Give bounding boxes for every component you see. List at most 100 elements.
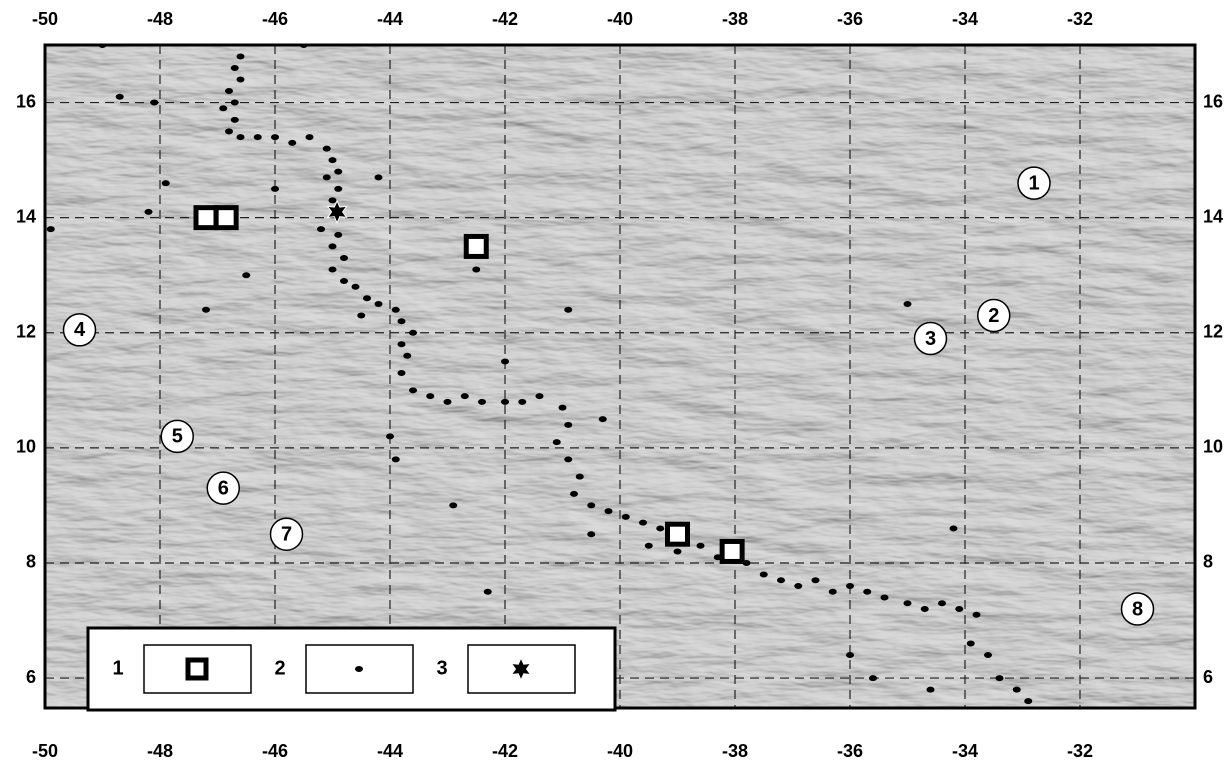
dot-marker (576, 474, 584, 480)
dot-marker (501, 359, 509, 365)
dot-marker (564, 307, 572, 313)
dot-marker (288, 140, 296, 146)
y-tick-label: 16 (1203, 91, 1223, 111)
dot-marker (564, 456, 572, 462)
dot-marker (984, 652, 992, 658)
dot-marker (334, 186, 342, 192)
dot-marker (145, 209, 153, 215)
dot-marker (1036, 715, 1044, 721)
legend-label: 1 (112, 657, 123, 679)
map-figure: 12345678 123 -50-50-48-48-46-46-44-44-42… (0, 0, 1229, 767)
dot-marker (202, 307, 210, 313)
dot-marker (254, 134, 262, 140)
dot-marker (927, 687, 935, 693)
region-label: 6 (218, 477, 229, 499)
dot-marker (973, 612, 981, 618)
dot-marker (271, 186, 279, 192)
dot-marker (484, 589, 492, 595)
dot-marker (340, 255, 348, 261)
x-tick-label: -34 (952, 9, 978, 29)
dot-marker (323, 146, 331, 152)
dot-marker (334, 169, 342, 175)
y-tick-label: 8 (26, 552, 36, 572)
dot-marker (334, 232, 342, 238)
y-tick-label: 16 (16, 91, 36, 111)
dot-marker (323, 174, 331, 180)
y-tick-label: 14 (16, 206, 36, 226)
region-label: 8 (1132, 598, 1143, 620)
dot-marker (329, 266, 337, 272)
dot-marker (237, 77, 245, 83)
dot-marker (340, 278, 348, 284)
dot-marker (398, 341, 406, 347)
dot-marker (760, 571, 768, 577)
dot-marker (426, 393, 434, 399)
dot-marker (392, 456, 400, 462)
dot-marker (881, 595, 889, 601)
dot-marker (47, 226, 55, 232)
dot-marker (219, 105, 227, 111)
dot-marker (605, 508, 613, 514)
dot-marker (375, 301, 383, 307)
dot-marker (1013, 687, 1021, 693)
x-tick-label: -42 (492, 9, 518, 29)
dot-marker (846, 652, 854, 658)
x-tick-label: -32 (1067, 741, 1093, 761)
dot-marker (375, 174, 383, 180)
dot-marker (518, 399, 526, 405)
region-label: 3 (925, 328, 936, 350)
dot-marker (501, 399, 509, 405)
dot-marker (225, 88, 233, 94)
y-tick-label: 10 (1203, 437, 1223, 457)
dot-marker (225, 128, 233, 134)
square-marker (722, 541, 742, 561)
dot-marker (352, 284, 360, 290)
dot-marker (449, 502, 457, 508)
dot-marker (150, 100, 158, 106)
x-tick-label: -50 (32, 741, 58, 761)
region-label: 7 (281, 523, 292, 545)
dot-marker (955, 606, 963, 612)
square-marker (466, 236, 486, 256)
dot-marker (409, 330, 417, 336)
dot-marker (398, 318, 406, 324)
dot-marker (317, 226, 325, 232)
dot-marker (162, 180, 170, 186)
region-label: 4 (74, 319, 86, 341)
dot-marker (329, 197, 337, 203)
y-tick-label: 12 (16, 322, 36, 342)
dot-marker (812, 577, 820, 583)
square-marker (188, 660, 206, 678)
dot-marker (398, 370, 406, 376)
x-tick-label: -38 (722, 9, 748, 29)
square-marker (668, 524, 688, 544)
dot-marker (472, 266, 480, 272)
dot-marker (829, 589, 837, 595)
dot-marker (656, 525, 664, 531)
dot-marker (386, 433, 394, 439)
dot-marker (231, 117, 239, 123)
dot-marker (237, 134, 245, 140)
x-tick-label: -36 (837, 741, 863, 761)
dot-marker (231, 100, 239, 106)
dot-marker (622, 514, 630, 520)
dot-marker (950, 525, 958, 531)
dot-marker (921, 606, 929, 612)
x-tick-label: -32 (1067, 9, 1093, 29)
dot-marker (329, 243, 337, 249)
x-tick-label: -48 (147, 9, 173, 29)
dot-marker (996, 675, 1004, 681)
square-marker (216, 208, 236, 228)
dot-marker (237, 54, 245, 60)
x-tick-label: -38 (722, 741, 748, 761)
dot-marker (645, 543, 653, 549)
dot-marker (559, 405, 567, 411)
dot-marker (639, 520, 647, 526)
legend-label: 3 (436, 657, 447, 679)
dot-marker (478, 399, 486, 405)
dot-marker (587, 531, 595, 537)
y-tick-label: 10 (16, 437, 36, 457)
dot-marker (570, 491, 578, 497)
y-tick-label: 14 (1203, 206, 1223, 226)
